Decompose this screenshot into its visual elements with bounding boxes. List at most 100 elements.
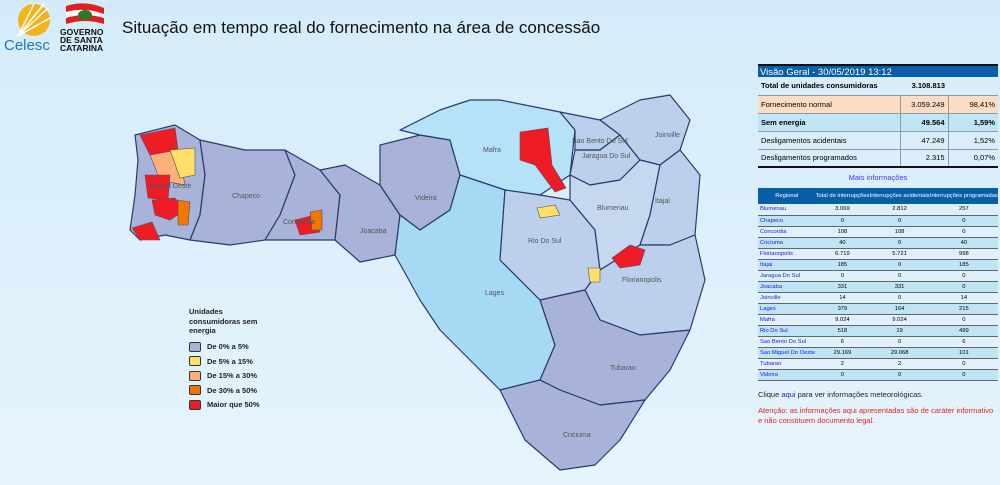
table-row: Itajai 185 0 185 (758, 259, 998, 271)
table-cell: 9.024 (869, 314, 930, 326)
regional-link[interactable]: Jaragua Do Sul (758, 270, 816, 282)
overview-panel: Visão Geral - 30/05/2019 13:12 Total de … (758, 64, 998, 426)
svg-text:Criciuma: Criciuma (563, 432, 591, 439)
table-row: Concordia 108 108 0 (758, 226, 998, 238)
table-cell: 0 (929, 215, 998, 227)
region-labels: Miguel Oeste Chapeco Concordia Joacaba V… (150, 132, 680, 439)
table-cell: 0 (869, 369, 930, 381)
table-row: Tubarao 2 2 0 (758, 358, 998, 370)
regional-link[interactable]: Florianopolis (758, 248, 816, 260)
table-cell: 14 (815, 292, 870, 304)
svg-text:Jaragua Do Sul: Jaragua Do Sul (582, 153, 631, 160)
table-cell: 0 (929, 226, 998, 238)
table-row: Chapeco 0 0 0 (758, 215, 998, 227)
table-cell: 164 (869, 303, 930, 315)
regional-link[interactable]: Criciuma (758, 237, 816, 249)
regional-link[interactable]: Sao Miguel Do Oeste (758, 347, 816, 359)
col-scheduled: Interrupções programadas (929, 188, 998, 204)
col-total: Total de interrupções (815, 188, 870, 204)
table-cell: 0 (869, 259, 930, 271)
table-cell: 108 (815, 226, 870, 238)
table-row: Blumenau 3.069 2.812 257 (758, 204, 998, 216)
region-tubarao[interactable] (539, 289, 691, 406)
table-cell: 185 (929, 259, 998, 271)
svg-text:Joinville: Joinville (655, 132, 680, 139)
concession-area-map: Miguel Oeste Chapeco Concordia Joacaba V… (129, 94, 706, 471)
celesc-logo-text: Celesc (4, 37, 50, 54)
overview-table: Total de unidades consumidoras 3.108.813 … (758, 77, 998, 168)
table-cell: 0 (929, 369, 998, 381)
legend-title: Unidades consumidoras sem energia (189, 307, 258, 335)
map-legend: Unidades consumidoras sem energia De 0% … (189, 307, 269, 412)
table-row: Joinville 14 0 14 (758, 292, 998, 304)
table-cell: 6 (929, 336, 998, 348)
table-row: Jaragua Do Sul 0 0 0 (758, 270, 998, 282)
table-cell: 331 (869, 281, 930, 293)
table-row: Criciuma 40 0 40 (758, 237, 998, 249)
regional-link[interactable]: Blumenau (758, 204, 816, 216)
table-cell: 0 (929, 281, 998, 293)
regional-table: Regional Total de interrupções Interrupç… (758, 188, 998, 381)
svg-text:Concordia: Concordia (283, 219, 315, 226)
table-cell: 2 (815, 358, 870, 370)
svg-text:Itajai: Itajai (655, 198, 670, 205)
celesc-logo (17, 3, 51, 37)
table-row: Sao Bento Do Sul 6 0 6 (758, 336, 998, 348)
weather-link[interactable]: aqui (781, 389, 796, 399)
table-cell: 108 (869, 226, 930, 238)
legend-item: De 0% a 5% (189, 340, 269, 355)
regional-link[interactable]: Concordia (758, 226, 816, 238)
regional-link[interactable]: Lages (758, 303, 816, 315)
table-cell: 6 (815, 336, 870, 348)
table-row: Lages 379 164 215 (758, 303, 998, 315)
svg-text:Miguel Oeste: Miguel Oeste (150, 183, 191, 190)
regional-link[interactable]: Mafra (758, 314, 816, 326)
svg-text:Blumenau: Blumenau (597, 205, 629, 212)
table-cell: 9.024 (815, 314, 870, 326)
table-row: Mafra 9.024 9.024 0 (758, 314, 998, 326)
col-accidental: Interrupções acidentais (869, 188, 930, 204)
table-row: Sao Miguel Do Oeste 29.169 29.068 101 (758, 347, 998, 359)
regional-link[interactable]: Tubarao (758, 358, 816, 370)
table-row: Joacaba 331 331 0 (758, 281, 998, 293)
table-cell: 3.069 (815, 204, 870, 216)
table-cell: 257 (929, 204, 998, 216)
table-row: Rio Do Sul 518 19 499 (758, 325, 998, 337)
table-cell: 2 (869, 358, 930, 370)
table-cell: 0 (815, 369, 870, 381)
table-cell: 0 (869, 237, 930, 249)
regional-link[interactable]: Rio Do Sul (758, 325, 816, 337)
overview-row-accidental: Desligamentos acidentais 47.249 1,52% (758, 131, 998, 150)
overview-row-total: Total de unidades consumidoras 3.108.813 (758, 77, 998, 96)
overview-title: Visão Geral - 30/05/2019 13:12 (758, 64, 998, 78)
svg-text:Florianopolis: Florianopolis (622, 277, 662, 284)
regional-link[interactable]: Videira (758, 369, 816, 381)
col-regional: Regional (758, 188, 816, 204)
more-info-link[interactable]: Mais informações (848, 173, 908, 182)
table-cell: 0 (929, 270, 998, 282)
table-cell: 19 (869, 325, 930, 337)
legend-item: De 15% a 30% (189, 369, 269, 384)
regional-link[interactable]: Itajai (758, 259, 816, 271)
regional-link[interactable]: Sao Bento Do Sul (758, 336, 816, 348)
table-cell: 998 (929, 248, 998, 260)
regional-link[interactable]: Chapeco (758, 215, 816, 227)
table-cell: 518 (815, 325, 870, 337)
table-cell: 14 (929, 292, 998, 304)
santa-catarina-flag-logo (66, 3, 104, 24)
regional-link[interactable]: Joacaba (758, 281, 816, 293)
table-cell: 2.812 (869, 204, 930, 216)
regional-link[interactable]: Joinville (758, 292, 816, 304)
table-cell: 40 (929, 237, 998, 249)
government-logo-text: GOVERNO DE SANTA CATARINA (60, 27, 104, 53)
svg-text:Chapeco: Chapeco (232, 193, 260, 200)
legend-item: De 30% a 50% (189, 383, 269, 398)
table-cell: 0 (815, 270, 870, 282)
table-cell: 0 (869, 292, 930, 304)
region-criciuma[interactable] (499, 379, 646, 471)
disclaimer: Atenção: as informações aqui apresentada… (758, 405, 994, 425)
svg-text:Mafra: Mafra (483, 147, 501, 154)
table-cell: 5.721 (869, 248, 930, 260)
table-cell: 6.719 (815, 248, 870, 260)
table-cell: 185 (815, 259, 870, 271)
